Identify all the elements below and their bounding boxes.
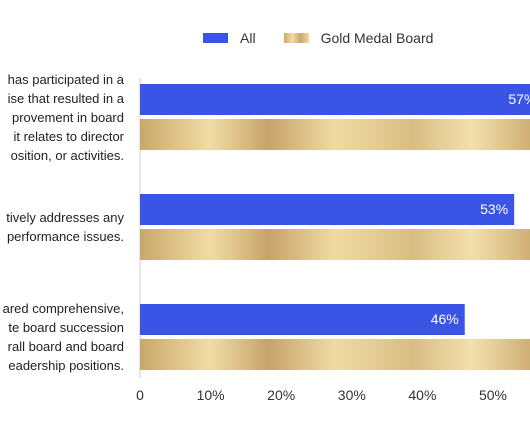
category-label: ared comprehensive, te board succession ra… bbox=[3, 299, 124, 375]
category-label-line: it relates to director bbox=[13, 128, 124, 144]
bar-all-0 bbox=[140, 84, 530, 115]
bar-all-1 bbox=[140, 194, 515, 225]
legend-item-all: All bbox=[203, 30, 256, 46]
data-label-all-1: 53% bbox=[480, 201, 508, 217]
category-label-line: performance issues. bbox=[6, 229, 124, 244]
data-label-all-0: 57% bbox=[508, 91, 530, 107]
bar-all-2 bbox=[140, 304, 465, 335]
bar-gold-2 bbox=[140, 339, 530, 370]
x-tick-label: 50% bbox=[479, 387, 507, 403]
category-label-line: ise that resulted in a bbox=[7, 90, 124, 106]
legend-swatch-gold bbox=[283, 33, 309, 43]
category-label-line: provement in board bbox=[11, 109, 124, 125]
category-label-line: te board succession bbox=[8, 320, 124, 335]
x-tick-label: 30% bbox=[338, 387, 366, 403]
category-label-line: ared comprehensive, bbox=[2, 301, 124, 316]
category-label-line: has participated in a bbox=[7, 71, 124, 87]
category-label-line: osition, or activities. bbox=[10, 147, 124, 163]
legend-label-all: All bbox=[240, 30, 256, 46]
category-label: has participated in a ise that resulted i… bbox=[8, 70, 124, 165]
x-tick-label: 0 bbox=[136, 387, 144, 403]
data-label-all-2: 46% bbox=[431, 311, 459, 327]
legend: All Gold Medal Board bbox=[203, 30, 461, 46]
legend-label-gold: Gold Medal Board bbox=[320, 30, 434, 46]
x-tick-label: 40% bbox=[408, 387, 436, 403]
category-label-line: rall board and board bbox=[7, 339, 124, 354]
legend-swatch-all bbox=[203, 33, 228, 43]
bar-gold-1 bbox=[140, 229, 530, 260]
category-label-line: tively addresses any bbox=[6, 210, 124, 225]
x-tick-label: 10% bbox=[197, 387, 225, 403]
legend-item-gold: Gold Medal Board bbox=[283, 30, 434, 46]
category-label-line: eadership positions. bbox=[8, 358, 124, 373]
x-tick-label: 20% bbox=[267, 387, 295, 403]
category-label: tively addresses any performance issues. bbox=[6, 208, 124, 246]
bar-gold-0 bbox=[140, 119, 530, 150]
